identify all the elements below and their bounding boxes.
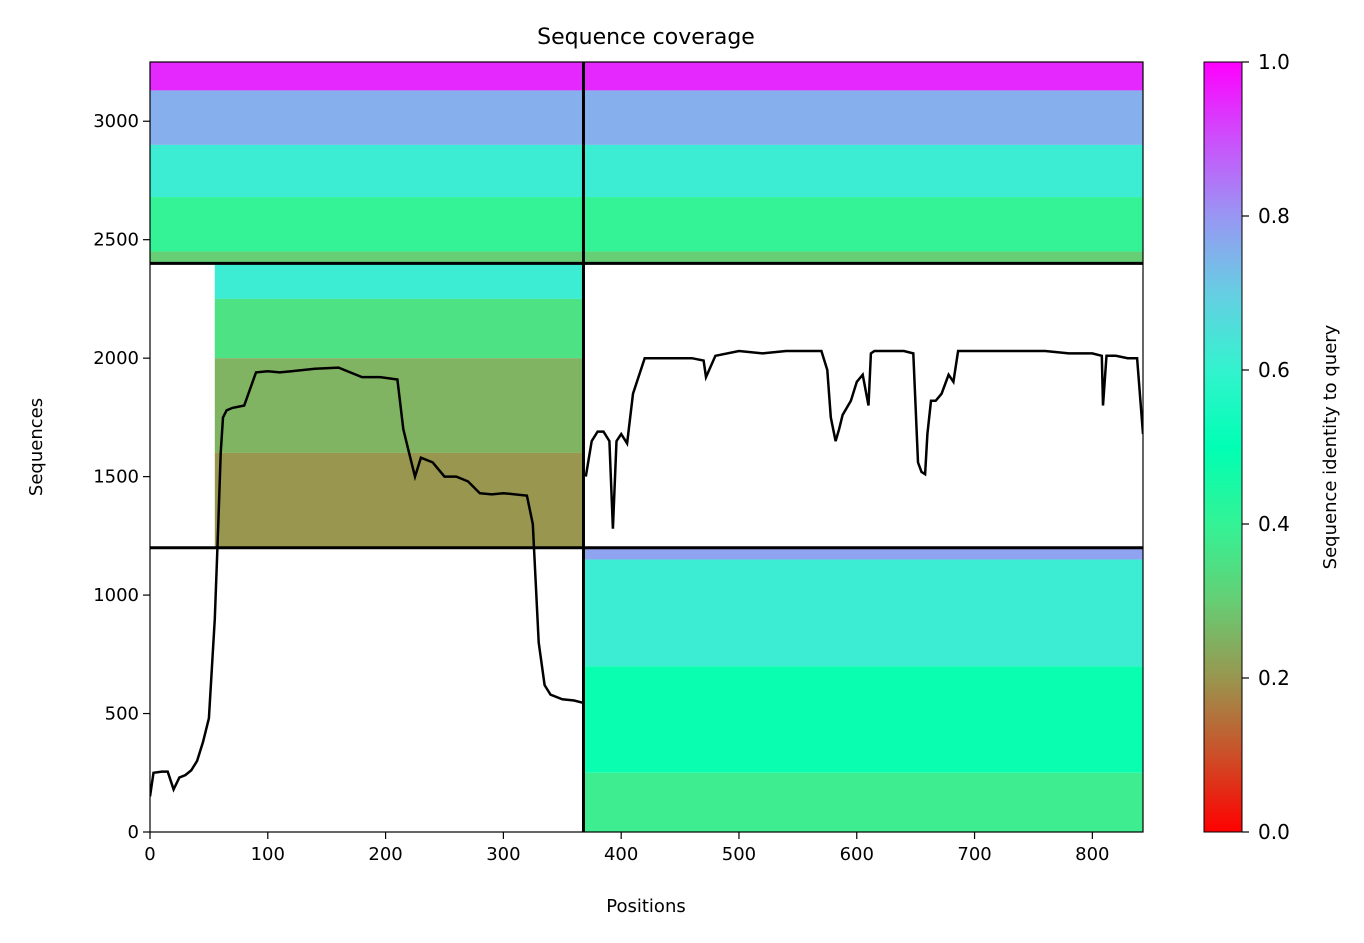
y-tick-label-500: 500: [105, 704, 139, 725]
heat-band-0-0: [150, 62, 584, 91]
colorbar: [1203, 61, 1243, 833]
heat-band-1-0: [583, 62, 1143, 91]
x-axis-label: Positions: [606, 896, 685, 917]
colorbar-tick-label-5: 1.0: [1258, 50, 1290, 74]
block-boundaries: [150, 62, 1143, 832]
y-tick-label-0: 0: [128, 822, 139, 843]
colorbar-tick-label-3: 0.6: [1258, 358, 1290, 382]
heat-band-0-3: [150, 197, 584, 252]
y-axis: 0 500 1000 1500 2000 2500 3000: [93, 111, 150, 843]
heat-band-3-3: [583, 772, 1143, 832]
heat-band-1-4: [583, 251, 1143, 264]
x-tick-label-400: 400: [604, 844, 638, 865]
x-axis: 0 100 200 300 400 500 600 700 800: [144, 832, 1110, 865]
y-tick-label-2000: 2000: [93, 348, 139, 369]
y-axis-label: Sequences: [26, 398, 47, 496]
x-tick-label-0: 0: [144, 844, 155, 865]
heat-band-1-3: [583, 197, 1143, 252]
coverage-line-chain-a: [150, 366, 584, 797]
colorbar-axis: 0.0 0.2 0.4 0.6 0.8 1.0: [1242, 50, 1290, 844]
heat-band-2-2: [214, 358, 584, 453]
heatmap-layer: [150, 62, 1143, 832]
x-tick-label-100: 100: [251, 844, 285, 865]
heat-band-1-1: [583, 90, 1143, 145]
colorbar-label: Sequence identity to query: [1320, 324, 1341, 569]
y-tick-label-1000: 1000: [93, 585, 139, 606]
y-tick-label-3000: 3000: [93, 111, 139, 132]
x-tick-label-500: 500: [722, 844, 756, 865]
heat-band-1-2: [583, 144, 1143, 198]
heat-band-3-2: [583, 666, 1143, 773]
colorbar-tick-label-2: 0.4: [1258, 512, 1290, 536]
heat-band-0-4: [150, 251, 584, 264]
x-tick-label-200: 200: [368, 844, 402, 865]
heat-band-0-1: [150, 90, 584, 145]
x-tick-label-300: 300: [486, 844, 520, 865]
colorbar-tick-label-1: 0.2: [1258, 666, 1290, 690]
heat-band-2-3: [214, 452, 584, 548]
heat-band-3-0: [583, 547, 1143, 560]
plot-frame: [149, 61, 1144, 833]
heat-band-3-1: [583, 559, 1143, 667]
heat-band-2-1: [214, 298, 584, 359]
x-tick-label-700: 700: [957, 844, 991, 865]
colorbar-tick-label-0: 0.0: [1258, 820, 1290, 844]
coverage-line-layer: [150, 349, 1143, 797]
colorbar-tick-label-4: 0.8: [1258, 204, 1290, 228]
x-tick-label-800: 800: [1075, 844, 1109, 865]
y-tick-label-1500: 1500: [93, 467, 139, 488]
chart-title: Sequence coverage: [537, 25, 755, 50]
y-tick-label-2500: 2500: [93, 230, 139, 251]
heat-band-2-0: [214, 263, 584, 299]
coverage-line-chain-b: [584, 349, 1143, 529]
x-tick-label-600: 600: [840, 844, 874, 865]
heat-band-0-2: [150, 144, 584, 198]
